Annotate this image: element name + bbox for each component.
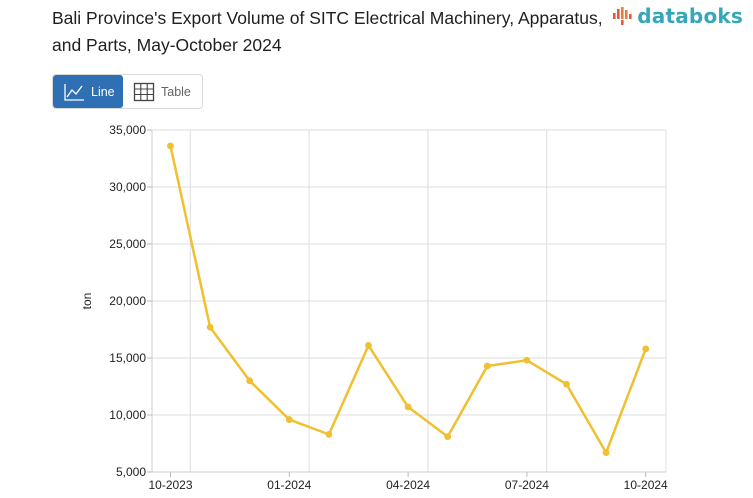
data-point	[523, 356, 531, 364]
x-tick-label: 10-2024	[624, 478, 668, 492]
x-tick-label: 07-2024	[505, 478, 549, 492]
x-tick-label: 01-2024	[267, 478, 311, 492]
y-tick-label: 15,000	[109, 351, 146, 365]
y-tick-label: 30,000	[109, 180, 146, 194]
chart-title: Bali Province's Export Volume of SITC El…	[52, 8, 603, 55]
chart-series	[167, 142, 650, 457]
view-toggle: Line Table	[52, 74, 203, 109]
data-point	[167, 142, 174, 150]
logo-mark-icon	[613, 7, 632, 25]
data-point	[642, 345, 650, 353]
table-grid-icon	[133, 82, 155, 101]
table-view-label: Table	[161, 84, 191, 99]
y-tick-label: 35,000	[109, 123, 146, 137]
data-point	[285, 416, 293, 423]
data-point	[483, 362, 491, 370]
data-point	[206, 323, 214, 331]
x-axis: 10-2023 01-2024 04-2024 07-2024 10-2024	[148, 472, 668, 492]
y-tick-label: 25,000	[109, 237, 146, 251]
logo-text: databoks	[637, 4, 743, 28]
data-point	[325, 430, 333, 438]
databoks-logo: databoks	[612, 3, 743, 29]
line-view-button[interactable]: Line	[53, 75, 123, 108]
y-axis: 5,000 10,000 15,000 20,000 25,000 30,000 35,00…	[109, 123, 152, 479]
data-point	[404, 403, 412, 411]
y-axis-label: ton	[80, 293, 94, 310]
x-tick-label: 10-2023	[148, 478, 192, 492]
y-tick-label: 20,000	[109, 294, 146, 308]
table-view-button[interactable]: Table	[123, 75, 191, 108]
x-tick-label: 04-2024	[386, 478, 430, 492]
data-point	[602, 449, 610, 457]
line-chart-icon	[64, 83, 84, 101]
data-point	[365, 342, 372, 349]
line-view-label: Line	[91, 84, 115, 99]
y-tick-label: 10,000	[109, 408, 146, 422]
data-point	[563, 380, 570, 388]
data-point	[444, 433, 452, 441]
y-tick-label: 5,000	[116, 465, 146, 479]
data-point	[246, 377, 254, 385]
